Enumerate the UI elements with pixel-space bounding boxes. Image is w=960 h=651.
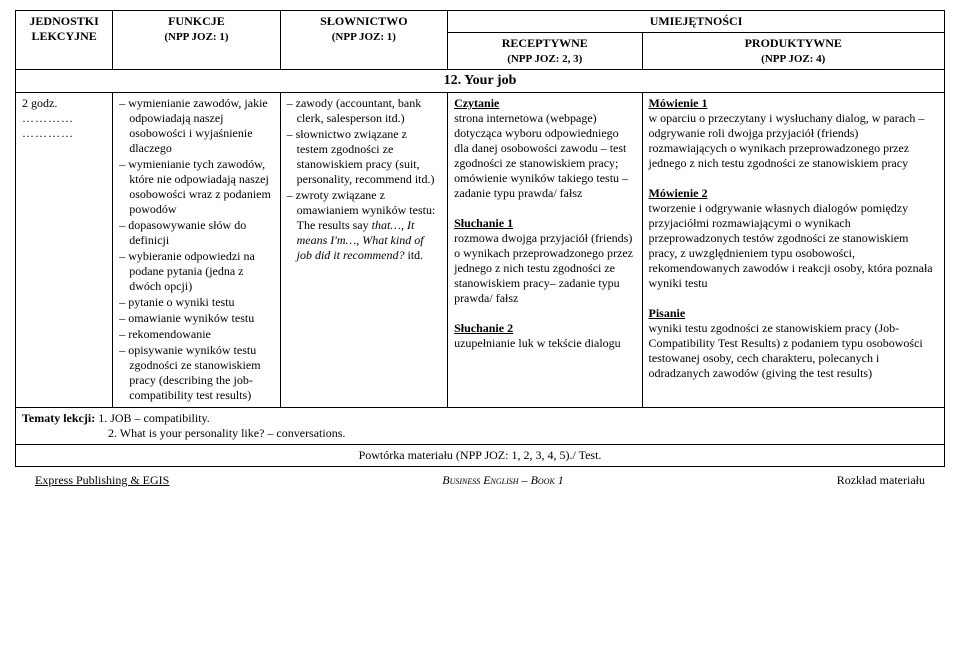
hdr-slownictwo: SŁOWNICTWO(NPP JOZ: 1) — [280, 11, 447, 70]
hdr-umiejetnosci: UMIEJĘTNOŚCI — [448, 11, 945, 33]
para: w oparciu o przeczytany i wysłuchany dia… — [649, 111, 939, 171]
dots-line: ………… — [22, 111, 106, 126]
para: strona internetowa (webpage) dotycząca w… — [454, 111, 635, 201]
hdr-funkcje: FUNKCJE(NPP JOZ: 1) — [113, 11, 280, 70]
powtorka-row: Powtórka materiału (NPP JOZ: 1, 2, 3, 4,… — [16, 445, 945, 467]
cell-slownictwo: zawody (accountant, bank clerk, salesper… — [280, 93, 447, 408]
para: uzupełnianie luk w tekście dialogu — [454, 336, 635, 351]
subhead-mowienie1: Mówienie 1 — [649, 96, 939, 111]
subhead-czytanie: Czytanie — [454, 96, 635, 111]
section-title-row: 12. Your job — [16, 70, 945, 93]
footer-mid: Business English – Book 1 — [442, 473, 564, 488]
section-title: 12. Your job — [16, 70, 945, 93]
header-row-1: JEDNOSTKILEKCYJNE FUNKCJE(NPP JOZ: 1) SŁ… — [16, 11, 945, 33]
cell-hours: 2 godz. ………… ………… — [16, 93, 113, 408]
cell-funkcje: wymienianie zawodów, jakie odpowiadają n… — [113, 93, 280, 408]
hdr-jednostki: JEDNOSTKILEKCYJNE — [16, 11, 113, 70]
list-item: zwroty związane z omawianiem wyników tes… — [287, 188, 441, 263]
cell-receptywne: Czytanie strona internetowa (webpage) do… — [448, 93, 642, 408]
page-footer: Express Publishing & EGIS Business Engli… — [15, 467, 945, 488]
curriculum-table: JEDNOSTKILEKCYJNE FUNKCJE(NPP JOZ: 1) SŁ… — [15, 10, 945, 467]
subhead-sluchanie1: Słuchanie 1 — [454, 216, 635, 231]
cell-tematy: Tematy lekcji: 1. JOB – compatibility. 2… — [16, 408, 945, 445]
list-item: wymienianie zawodów, jakie odpowiadają n… — [119, 96, 273, 156]
list-item: dopasowywanie słów do definicji — [119, 218, 273, 248]
list-item: wymienianie tych zawodów, które nie odpo… — [119, 157, 273, 217]
para: wyniki testu zgodności ze stanowiskiem p… — [649, 321, 939, 381]
para: rozmowa dwojga przyjaciół (friends) o wy… — [454, 231, 635, 306]
list-item: rekomendowanie — [119, 327, 273, 342]
list-item: słownictwo związane z testem zgodności z… — [287, 127, 441, 187]
footer-left: Express Publishing & EGIS — [35, 473, 169, 488]
tematy-label: Tematy lekcji: — [22, 411, 95, 425]
subhead-mowienie2: Mówienie 2 — [649, 186, 939, 201]
subhead-pisanie: Pisanie — [649, 306, 939, 321]
hours-text: 2 godz. — [22, 96, 106, 111]
list-item: zawody (accountant, bank clerk, salesper… — [287, 96, 441, 126]
cell-powtorka: Powtórka materiału (NPP JOZ: 1, 2, 3, 4,… — [16, 445, 945, 467]
content-row: 2 godz. ………… ………… wymienianie zawodów, j… — [16, 93, 945, 408]
tematy-line1: 1. JOB – compatibility. — [95, 411, 210, 425]
list-item: pytanie o wyniki testu — [119, 295, 273, 310]
list-item: wybieranie odpowiedzi na podane pytania … — [119, 249, 273, 294]
dots-line: ………… — [22, 126, 106, 141]
footer-right: Rozkład materiału — [837, 473, 925, 488]
hdr-receptywne: RECEPTYWNE(NPP JOZ: 2, 3) — [448, 33, 642, 70]
list-item: omawianie wyników testu — [119, 311, 273, 326]
list-item: opisywanie wyników testu zgodności ze st… — [119, 343, 273, 403]
tematy-line2: 2. What is your personality like? – conv… — [22, 426, 345, 441]
subhead-sluchanie2: Słuchanie 2 — [454, 321, 635, 336]
tematy-row: Tematy lekcji: 1. JOB – compatibility. 2… — [16, 408, 945, 445]
cell-produktywne: Mówienie 1 w oparciu o przeczytany i wys… — [642, 93, 945, 408]
para: tworzenie i odgrywanie własnych dialogów… — [649, 201, 939, 291]
hdr-produktywne: PRODUKTYWNE(NPP JOZ: 4) — [642, 33, 945, 70]
